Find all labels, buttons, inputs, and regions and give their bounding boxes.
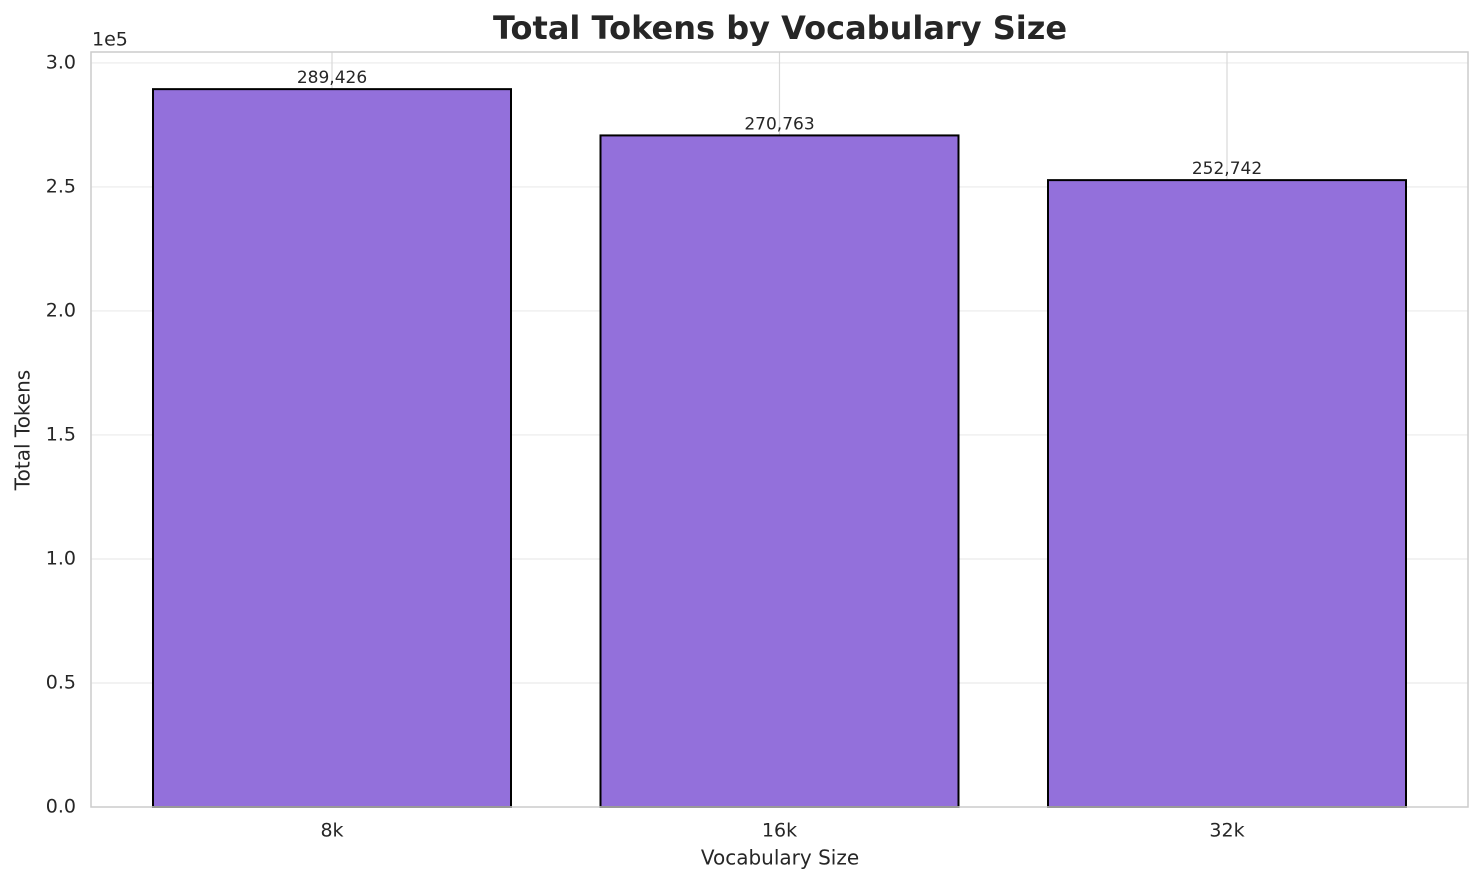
bar [152, 88, 512, 809]
y-tick-label: 3.0 [46, 51, 76, 73]
bar [1047, 179, 1407, 808]
value-label: 270,763 [744, 114, 814, 134]
y-tick-label: 1.0 [46, 547, 76, 569]
y-tick-label: 2.0 [46, 299, 76, 321]
y-offset-text: 1e5 [92, 29, 128, 51]
x-tick-label: 16k [762, 820, 797, 842]
value-label: 289,426 [297, 68, 367, 88]
y-tick-label: 0.0 [46, 796, 76, 818]
x-tick-label: 32k [1209, 820, 1244, 842]
y-tick-label: 2.5 [46, 175, 76, 197]
x-axis-label: Vocabulary Size [701, 846, 859, 870]
x-tick-label: 8k [320, 820, 343, 842]
bar [599, 134, 960, 808]
chart-title: Total Tokens by Vocabulary Size [493, 9, 1067, 47]
y-axis-label: Total Tokens [11, 370, 35, 491]
plot-frame [90, 51, 1469, 808]
value-label: 252,742 [1192, 159, 1262, 179]
y-tick-label: 1.5 [46, 423, 76, 445]
y-tick-label: 0.5 [46, 671, 76, 693]
